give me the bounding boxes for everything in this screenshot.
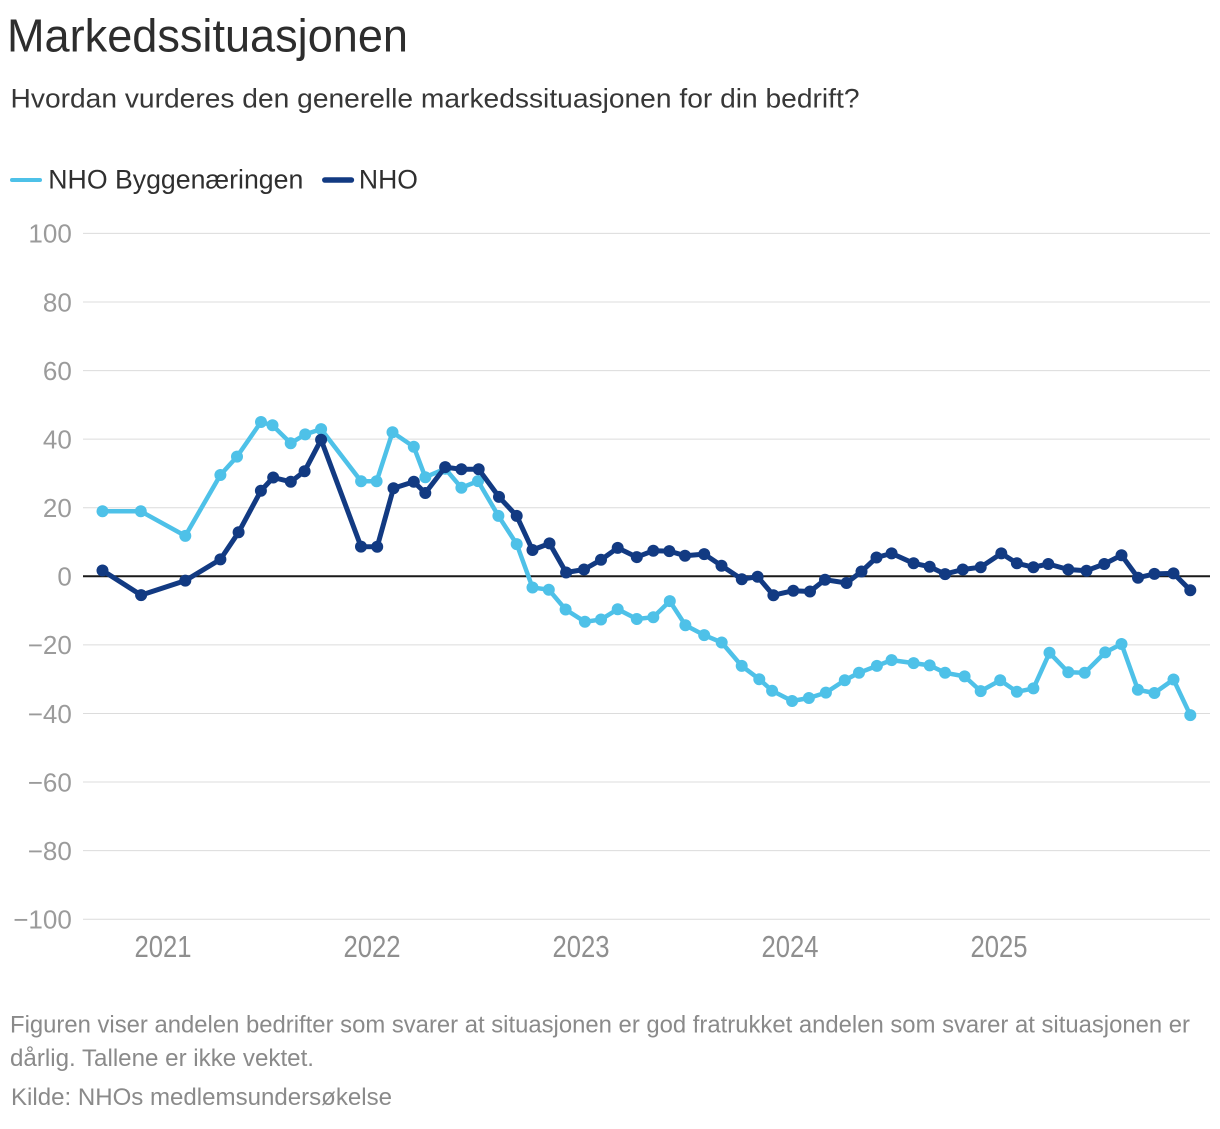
svg-text:Hvordan vurderes den generelle: Hvordan vurderes den generelle markedssi… [11,84,860,114]
svg-text:NHO Byggenæringen: NHO Byggenæringen [48,164,303,194]
svg-text:20: 20 [43,493,72,523]
svg-text:−80: −80 [28,836,72,866]
svg-text:−20: −20 [28,630,72,660]
svg-text:NHO: NHO [359,164,418,194]
svg-text:−60: −60 [28,767,72,797]
svg-text:2023: 2023 [553,929,610,964]
svg-text:−100: −100 [13,905,72,935]
svg-text:Kilde: NHOs medlemsundersøkels: Kilde: NHOs medlemsundersøkelse [11,1084,392,1111]
svg-text:−40: −40 [28,699,72,729]
svg-text:2024: 2024 [762,929,819,964]
svg-text:0: 0 [57,562,71,592]
svg-text:80: 80 [43,287,72,317]
svg-text:Figuren viser andelen bedrifte: Figuren viser andelen bedrifter som svar… [10,1012,1190,1039]
svg-text:2021: 2021 [135,929,192,964]
svg-text:2025: 2025 [971,929,1028,964]
svg-text:Markedssituasjonen: Markedssituasjonen [7,10,408,62]
svg-text:dårlig. Tallene er ikke vektet: dårlig. Tallene er ikke vektet. [10,1045,314,1072]
svg-text:60: 60 [43,356,72,386]
svg-text:2022: 2022 [344,929,401,964]
svg-text:100: 100 [28,219,71,249]
svg-text:40: 40 [43,424,72,454]
